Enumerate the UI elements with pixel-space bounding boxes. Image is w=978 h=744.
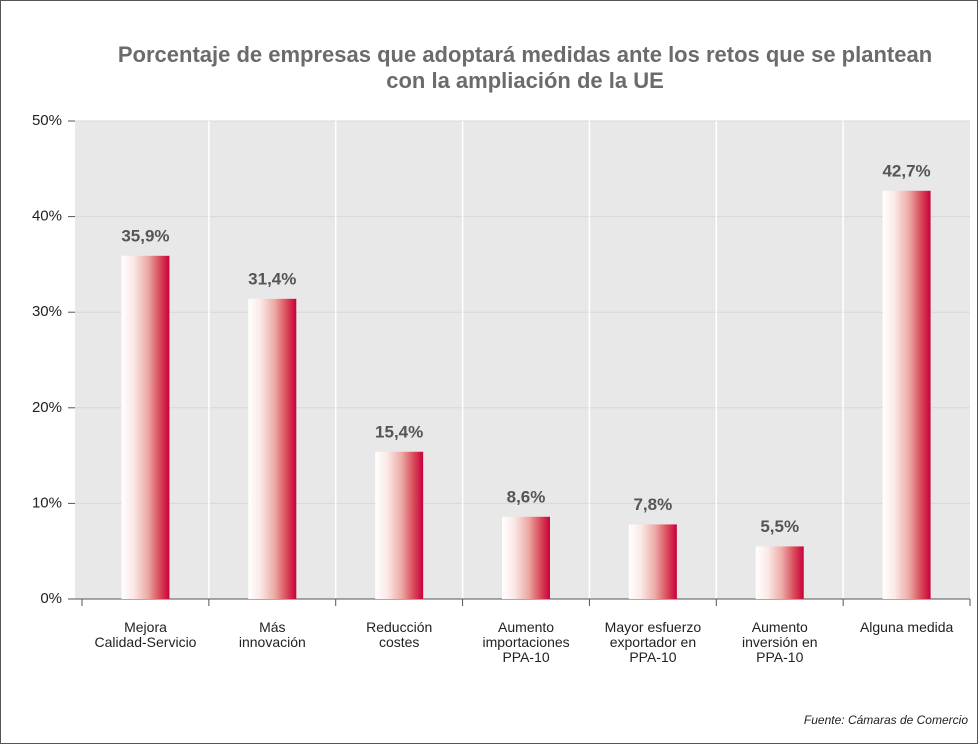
value-label: 42,7% [882, 161, 930, 180]
value-label: 31,4% [248, 269, 296, 288]
value-label: 15,4% [375, 422, 423, 441]
value-label: 7,8% [633, 495, 672, 514]
bar [121, 255, 170, 599]
bar [755, 546, 804, 599]
bar [375, 451, 424, 599]
chart-title: Porcentaje de empresas que adoptará medi… [117, 42, 933, 93]
y-tick-label: 30% [32, 303, 62, 320]
y-tick-label: 10% [32, 494, 62, 511]
source: Fuente: Cámaras de Comercio [803, 713, 968, 727]
x-tick-label: Mayor esfuerzo exportador en PPA-10 [604, 619, 702, 665]
bar [248, 298, 297, 599]
y-tick-label: 0% [40, 590, 62, 607]
x-tick-label: Alguna medida [859, 619, 954, 635]
x-tick-label: Mejora Calidad-Servicio [94, 619, 197, 650]
x-tick-label: Más innovación [238, 619, 306, 650]
x-tick-label: Aumento inversión en PPA-10 [742, 619, 818, 665]
value-label: 35,9% [121, 226, 169, 245]
y-tick-label: 20% [32, 399, 62, 416]
y-tick-label: 40% [32, 208, 62, 225]
bar [882, 190, 931, 599]
bar [502, 516, 550, 599]
x-tick-label: Aumento importaciones PPA-10 [482, 619, 570, 665]
bar [628, 524, 677, 599]
y-tick-label: 50% [32, 112, 62, 129]
value-label: 8,6% [507, 487, 546, 506]
value-label: 5,5% [760, 517, 799, 536]
x-tick-label: Reducción costes [366, 619, 433, 650]
